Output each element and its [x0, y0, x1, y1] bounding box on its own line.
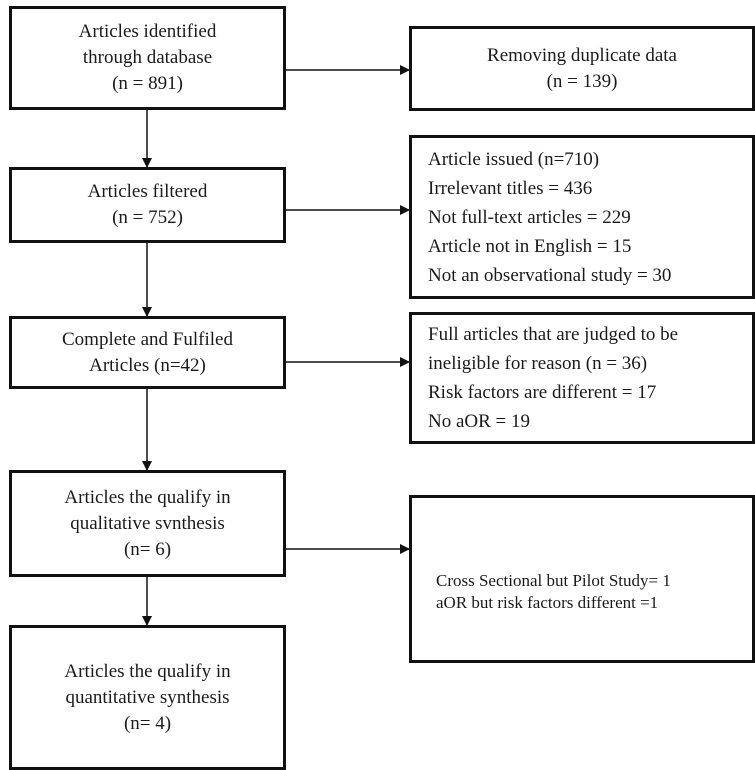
ineligible-line-3: Risk factors are different = 17: [428, 382, 657, 403]
complete-box: Complete and Fulfiled Articles (n=42): [9, 316, 286, 389]
identified-line-2: through database: [82, 47, 213, 68]
qualitative-line-2: qualitative svnthesis: [70, 512, 225, 534]
ineligible-line-1: Full articles that are judged to be: [428, 324, 679, 345]
identified-line-1: Articles identified: [78, 21, 217, 42]
pilot-box: Cross Sectional but Pilot Study= 1 aOR b…: [409, 495, 755, 663]
excluded-line-5: Not an observational study = 30: [428, 264, 672, 286]
quantitative-line-3: (n= 4): [123, 712, 172, 734]
quantitative-box: Articles the qualify in quantitative syn…: [9, 625, 286, 770]
pilot-line-2: aOR but risk factors different =1: [436, 593, 659, 612]
ineligible-line-4: No aOR = 19: [428, 411, 531, 432]
excluded-line-4: Article not in English = 15: [428, 235, 632, 257]
ineligible-line-2: ineligible for reason (n = 36): [428, 353, 648, 374]
identified-line-3: (n = 891): [112, 73, 183, 94]
qualitative-line-1: Articles the qualify in: [64, 486, 231, 508]
quantitative-line-1: Articles the qualify in: [64, 660, 231, 682]
quantitative-line-2: quantitative synthesis: [65, 686, 230, 708]
complete-line-1: Complete and Fulfiled: [62, 328, 233, 350]
filtered-line-2: (n = 752): [112, 207, 183, 228]
excluded-line-1: Article issued (n=710): [428, 148, 600, 170]
filtered-box: Articles filtered (n = 752): [9, 167, 286, 243]
identified-box: Articles identified through database (n …: [9, 6, 286, 110]
excluded-box: Article issued (n=710) Irrelevant titles…: [409, 135, 755, 299]
excluded-line-2: Irrelevant titles = 436: [428, 177, 593, 199]
qualitative-line-3: (n= 6): [123, 538, 172, 560]
ineligible-box: Full articles that are judged to be inel…: [409, 312, 755, 444]
filtered-line-1: Articles filtered: [87, 181, 208, 202]
qualitative-box: Articles the qualify in qualitative svnt…: [9, 470, 286, 577]
excluded-line-3: Not full-text articles = 229: [428, 206, 631, 228]
duplicates-box: Removing duplicate data (n = 139): [409, 26, 755, 111]
duplicates-line-2: (n = 139): [546, 70, 618, 92]
pilot-line-1: Cross Sectional but Pilot Study= 1: [436, 571, 671, 590]
complete-line-2: Articles (n=42): [89, 354, 206, 376]
duplicates-line-1: Removing duplicate data: [487, 44, 677, 66]
